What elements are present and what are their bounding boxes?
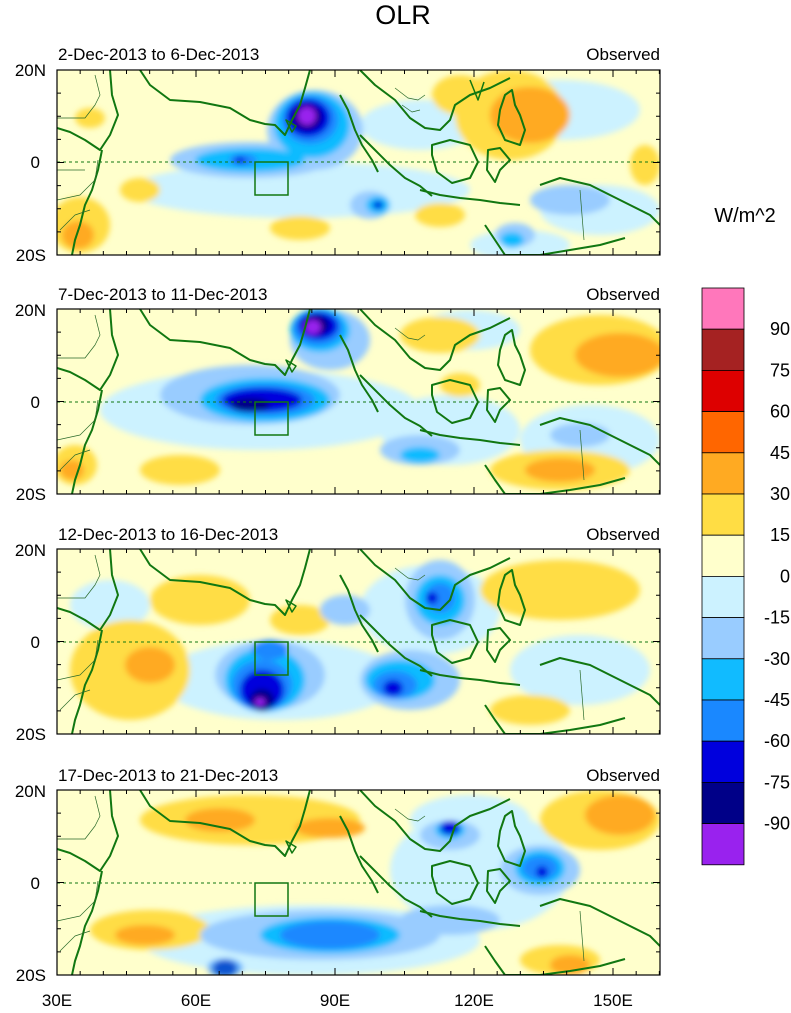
colorbar-swatch xyxy=(701,823,745,866)
longitude-axis: 30E 60E 90E 120E 150E xyxy=(42,991,633,1010)
lon-label-120e: 120E xyxy=(454,991,494,1010)
map-panel-2: 7-Dec-2013 to 11-Dec-2013 Observed 20N 0… xyxy=(15,285,661,504)
index-box-1 xyxy=(254,161,289,196)
panel-1-lat-0: 0 xyxy=(31,153,40,172)
lon-label-60e: 60E xyxy=(181,991,211,1010)
map-panel-4: 17-Dec-2013 to 21-Dec-2013 Observed 20N … xyxy=(15,766,661,985)
index-box-3 xyxy=(254,641,289,676)
panel-2-lat-0: 0 xyxy=(31,393,40,412)
colorbar-swatch xyxy=(701,617,745,660)
panel-1-lat-20n: 20N xyxy=(15,61,46,80)
panel-2-period: 7-Dec-2013 to 11-Dec-2013 xyxy=(58,285,267,304)
colorbar-swatch xyxy=(701,369,745,412)
colorbar-swatch xyxy=(701,699,745,742)
units-label: W/m^2 xyxy=(714,205,776,227)
colorbar-swatch xyxy=(701,534,745,577)
colorbar-swatch xyxy=(701,658,745,701)
index-box-4 xyxy=(254,882,289,917)
lon-label-90e: 90E xyxy=(320,991,350,1010)
panel-4-tag: Observed xyxy=(586,766,660,785)
colorbar: 90 75 60 45 30 15 0 -15 -30 -45 -60 -75 -90 xyxy=(701,287,790,866)
colorbar-label: 0 xyxy=(780,566,790,586)
colorbar-label: 45 xyxy=(770,443,790,463)
colorbar-label: 75 xyxy=(770,360,790,380)
lon-label-150e: 150E xyxy=(593,991,633,1010)
colorbar-label: -45 xyxy=(764,690,790,710)
colorbar-label: 90 xyxy=(770,319,790,339)
colorbar-label: -90 xyxy=(764,814,790,834)
lon-label-30e: 30E xyxy=(42,991,72,1010)
panel-4-lat-0: 0 xyxy=(31,874,40,893)
colorbar-swatch xyxy=(701,576,745,619)
panel-2-tag: Observed xyxy=(586,285,660,304)
axis-ticks xyxy=(56,69,660,976)
olr-field-2 xyxy=(57,309,660,494)
panel-2-lat-20n: 20N xyxy=(15,301,46,320)
colorbar-label: -15 xyxy=(764,608,790,628)
panel-3-lat-20s: 20S xyxy=(16,725,46,744)
colorbar-label: 15 xyxy=(770,525,790,545)
panel-3-lat-0: 0 xyxy=(31,633,40,652)
panel-4-lat-20n: 20N xyxy=(15,782,46,801)
colorbar-label: 60 xyxy=(770,402,790,422)
olr-field-1 xyxy=(57,70,660,255)
colorbar-swatch xyxy=(701,452,745,495)
map-panel-3: 12-Dec-2013 to 16-Dec-2013 Observed 20N … xyxy=(15,525,661,744)
colorbar-label: 30 xyxy=(770,484,790,504)
colorbar-label: -60 xyxy=(764,731,790,751)
colorbar-swatch xyxy=(701,782,745,825)
panel-4-lat-20s: 20S xyxy=(16,966,46,985)
coastlines-2 xyxy=(57,309,660,494)
figure-title: OLR xyxy=(375,0,431,30)
colorbar-label: -75 xyxy=(764,772,790,792)
colorbar-swatch xyxy=(701,328,745,371)
colorbar-swatch xyxy=(701,287,745,330)
coastlines-4 xyxy=(57,790,660,975)
panel-3-lat-20n: 20N xyxy=(15,541,46,560)
panel-1-period: 2-Dec-2013 to 6-Dec-2013 xyxy=(58,45,259,64)
panel-1-tag: Observed xyxy=(586,45,660,64)
index-box-2 xyxy=(254,401,289,436)
panel-2-lat-20s: 20S xyxy=(16,485,46,504)
panel-3-tag: Observed xyxy=(586,525,660,544)
map-panel-1: 2-Dec-2013 to 6-Dec-2013 Observed 20N 0 … xyxy=(15,45,661,265)
colorbar-swatch xyxy=(701,493,745,536)
colorbar-swatch xyxy=(701,411,745,454)
coastlines-1 xyxy=(57,70,660,255)
olr-field-4 xyxy=(57,790,660,975)
colorbar-label: -30 xyxy=(764,649,790,669)
panel-4-period: 17-Dec-2013 to 21-Dec-2013 xyxy=(58,766,278,785)
coastlines-3 xyxy=(57,549,660,734)
panel-1-lat-20s: 20S xyxy=(16,246,46,265)
colorbar-swatch xyxy=(701,740,745,783)
panel-3-period: 12-Dec-2013 to 16-Dec-2013 xyxy=(58,525,278,544)
